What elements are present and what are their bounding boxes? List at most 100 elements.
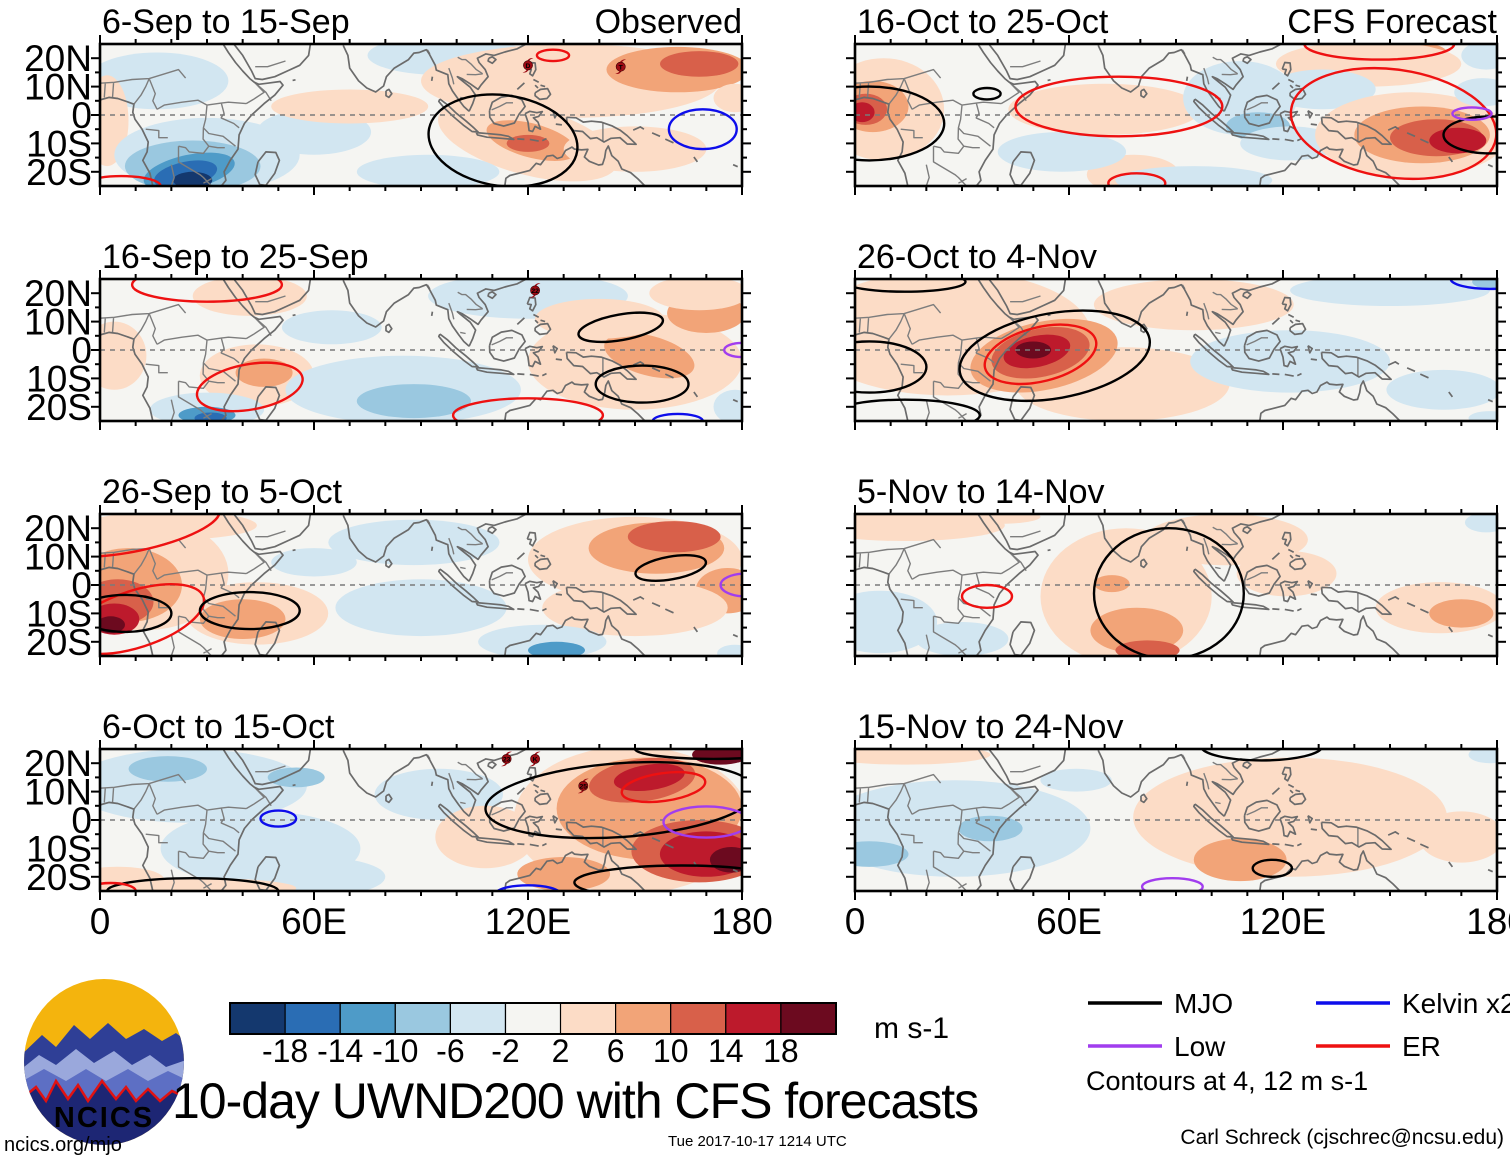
wave-contour-mjo (100, 593, 173, 634)
anomaly-fill (271, 548, 357, 577)
anomaly-fill (328, 519, 500, 566)
anomaly-fill (855, 841, 909, 867)
wave-contour-mjo (484, 760, 742, 840)
panel-title: 6-Sep to 15-Sep (102, 3, 350, 41)
lon-tick-label: 0 (90, 901, 111, 942)
wave-contour-kelvin (495, 884, 561, 891)
axis-ticks (846, 740, 1506, 900)
colorbar-tick-label: -14 (317, 1033, 363, 1069)
storm-icon: 25 (577, 778, 589, 794)
wave-contour-er (451, 397, 605, 421)
anomaly-fill (335, 579, 507, 637)
lat-tick-label: 10N (24, 67, 92, 108)
colorbar-cell (780, 1002, 837, 1035)
wave-contour-mjo (573, 864, 742, 891)
wave-contour-mjo (1092, 527, 1245, 656)
lon-tick-label: 180 (711, 901, 773, 942)
anomaly-fill (692, 749, 742, 765)
anomaly-fill (100, 52, 229, 110)
lat-tick-label: 0 (71, 330, 92, 371)
panel-corner-label: Observed (595, 3, 742, 41)
anomaly-fill (1094, 575, 1130, 593)
wave-contour-low (662, 805, 742, 839)
wave-contour-er (195, 361, 304, 413)
anomaly-fill (1115, 166, 1273, 186)
lat-tick-label: 20S (26, 152, 92, 193)
wave-contour-er (100, 174, 162, 186)
lat-tick-label: 10N (24, 537, 92, 578)
anomaly-fill (958, 815, 1023, 842)
anomaly-fill (713, 389, 742, 421)
lat-tick-label: 10S (26, 828, 92, 869)
map-panel: 26-Oct to 4-Nov (846, 238, 1506, 430)
lat-tick-label: 20S (26, 622, 92, 663)
anomaly-fill (1040, 768, 1112, 792)
wave-contour-mjo (1251, 858, 1294, 878)
anomaly-fill (281, 310, 382, 345)
anomaly-fill (506, 134, 550, 152)
colorbar-cell (229, 1002, 286, 1035)
anomaly-fill (271, 89, 429, 124)
lat-tick-label: 20N (24, 273, 92, 314)
coastlines (855, 279, 1494, 421)
wave-contour-mjo (594, 364, 690, 404)
anomaly-fill (194, 412, 227, 421)
panel-title: 16-Oct to 25-Oct (857, 3, 1109, 41)
colorbar-cell (670, 1002, 727, 1035)
storm-icon: 23 (501, 751, 512, 767)
wave-contour-mjo (105, 877, 280, 891)
colorbar-frame (229, 1002, 837, 1035)
axis-ticks (91, 270, 751, 430)
country-borders (855, 754, 1359, 891)
anomaly-fill (1418, 811, 1497, 863)
panel-title: 26-Sep to 5-Oct (102, 473, 343, 511)
coastlines (100, 279, 739, 421)
panel-corner-label: CFS Forecast (1287, 3, 1497, 41)
anomaly-fill (528, 641, 585, 656)
anomaly-fill (1429, 127, 1487, 154)
map-panel: D T 6-Sep to 15-Sep Observed (91, 3, 751, 195)
footer-credit: Carl Schreck (cjschrec@ncsu.edu) (1180, 1126, 1504, 1149)
map-panel: 15-Nov to 24-Nov (846, 708, 1506, 900)
country-borders (100, 754, 604, 891)
lat-tick-label: 10N (24, 772, 92, 813)
footer-site: ncics.org/mjo (4, 1134, 122, 1156)
anomaly-fill (1464, 514, 1497, 533)
panel-title: 5-Nov to 14-Nov (857, 473, 1105, 511)
anomaly-fill (954, 514, 1041, 524)
map-panel: 26-Sep to 5-Oct (91, 473, 751, 665)
colorbar-tick-label: 14 (708, 1033, 744, 1069)
colorbar-tick-label: 10 (653, 1033, 689, 1069)
anomaly-fill (1472, 279, 1497, 289)
lat-tick-label: 10S (26, 358, 92, 399)
axis-ticks (846, 270, 1506, 430)
anomaly-fill (100, 616, 125, 634)
wave-contour-er (1107, 172, 1167, 186)
map-panel: 23 K 25 6-Oct to 15-Oct (91, 708, 751, 900)
axis-ticks (91, 740, 751, 900)
wave-contour-mjo (855, 85, 946, 162)
anomaly-fill (192, 279, 307, 316)
country-borders (100, 284, 604, 421)
axis-ticks (846, 35, 1506, 195)
country-borders (100, 519, 604, 656)
legend-label-mjo: MJO (1174, 988, 1233, 1019)
anomaly-fill (1015, 341, 1052, 359)
colorbar-cell (504, 1002, 562, 1035)
legend-label-low: Low (1174, 1031, 1226, 1062)
wave-contour-mjo (577, 311, 665, 344)
colorbar-tick-label: -18 (262, 1033, 308, 1069)
anomaly-fill (855, 102, 875, 123)
contour-legend: MJO Low Kelvin x2 ER (1088, 988, 1510, 1062)
wave-contour-er (1014, 75, 1224, 138)
anomaly-fill (1115, 640, 1180, 656)
anomaly-fill (613, 763, 685, 792)
wave-contour-er (535, 48, 571, 63)
logo-text: NCICS (54, 1102, 154, 1134)
colorbar-cell (339, 1002, 396, 1035)
lon-tick-label: 120E (485, 901, 571, 942)
storm-icon: 22 (529, 283, 541, 298)
anomaly-fill (627, 521, 721, 553)
anomaly-fill (1429, 599, 1494, 628)
